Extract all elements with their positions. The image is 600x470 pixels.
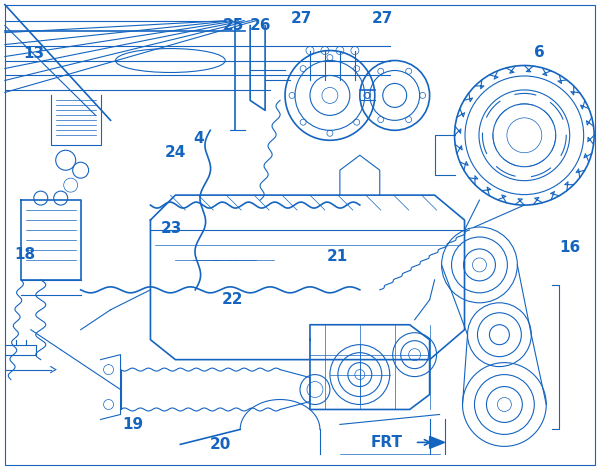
Text: 27: 27 — [290, 11, 311, 26]
Text: 26: 26 — [250, 18, 271, 33]
Polygon shape — [430, 437, 445, 448]
Text: 19: 19 — [122, 417, 143, 432]
Text: 4: 4 — [193, 131, 203, 146]
Text: 16: 16 — [560, 241, 581, 256]
Text: 25: 25 — [223, 18, 244, 33]
Text: 23: 23 — [161, 220, 182, 235]
Text: 20: 20 — [209, 437, 231, 452]
Text: 21: 21 — [326, 250, 347, 265]
Text: 18: 18 — [14, 247, 35, 262]
Text: 27: 27 — [372, 11, 394, 26]
Text: 6: 6 — [534, 45, 545, 60]
Text: FRT: FRT — [371, 435, 403, 450]
Text: 24: 24 — [164, 145, 186, 160]
Text: 22: 22 — [221, 292, 243, 307]
Text: 13: 13 — [23, 46, 44, 61]
